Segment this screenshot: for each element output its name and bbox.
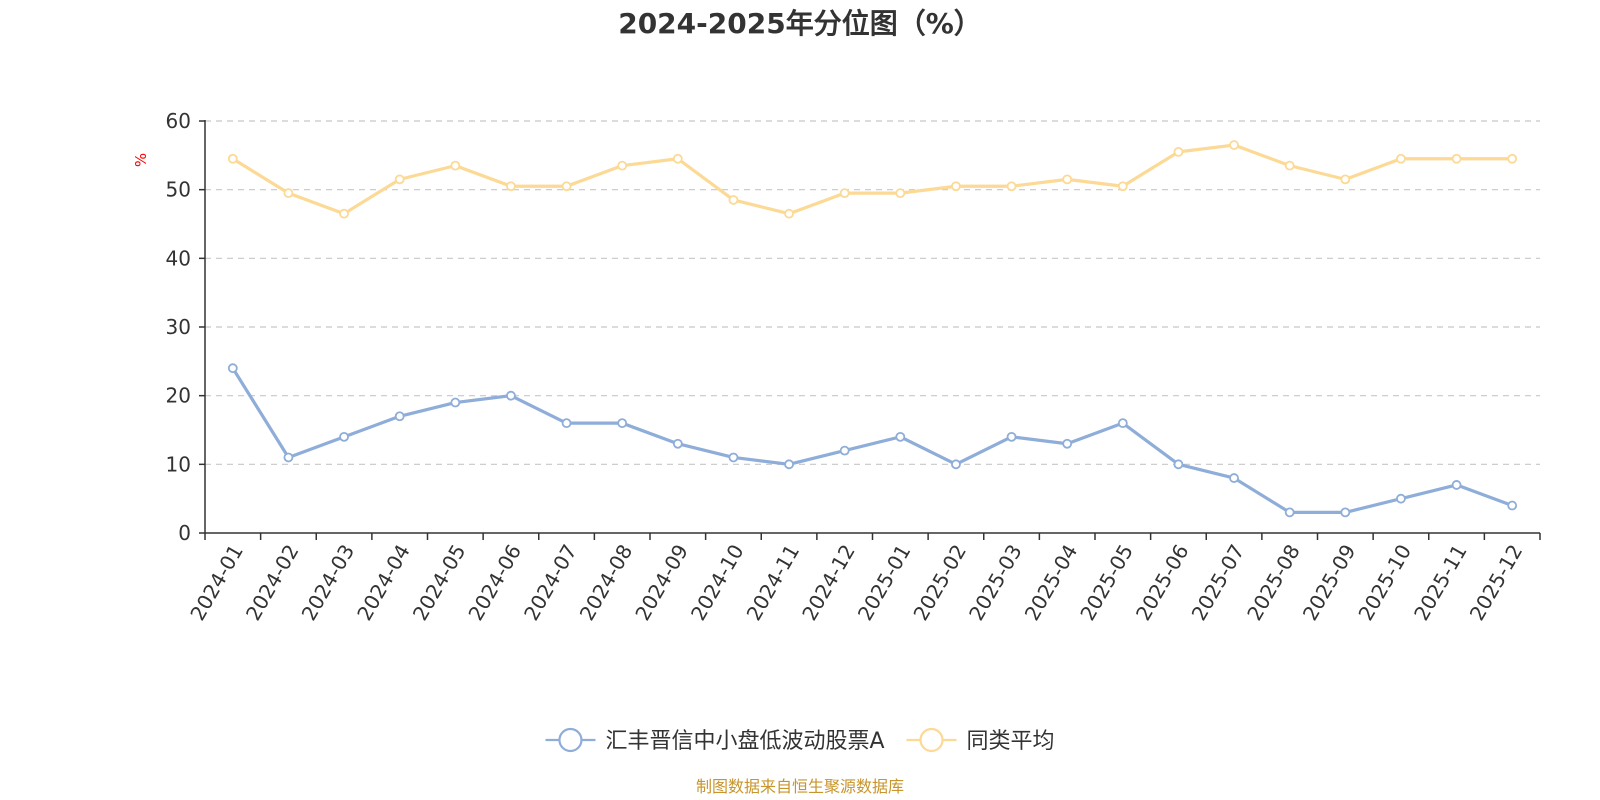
grid-lines [205, 120, 1540, 465]
x-tick-label: 2024-01 [185, 540, 248, 624]
x-tick-label: 2024-10 [686, 540, 749, 624]
data-point[interactable] [1062, 174, 1073, 185]
data-point[interactable] [1507, 500, 1518, 511]
data-point[interactable] [506, 390, 516, 401]
data-point[interactable] [1062, 438, 1073, 449]
data-point[interactable] [1340, 507, 1351, 518]
data-point[interactable] [672, 438, 683, 449]
x-tick-label: 2025-06 [1131, 540, 1194, 624]
series-line [231, 366, 1514, 515]
data-point[interactable] [617, 418, 628, 429]
data-point[interactable] [617, 160, 628, 171]
x-tick-label: 2025-07 [1187, 540, 1250, 624]
x-tick-label: 2025-01 [853, 540, 916, 624]
legend-item[interactable]: 同类平均 [906, 727, 1055, 754]
x-tick-labels: 2024-012024-022024-032024-042024-052024-… [185, 540, 1527, 624]
y-tick-label: 10 [166, 452, 191, 476]
data-point[interactable] [1340, 174, 1351, 185]
series-lines [227, 140, 1518, 518]
x-tick-label: 2025-11 [1409, 540, 1472, 624]
data-point[interactable] [1229, 473, 1239, 483]
x-tick-label: 2024-02 [241, 540, 304, 624]
data-point[interactable] [506, 181, 516, 192]
x-tick-label: 2025-05 [1075, 540, 1138, 624]
legend[interactable]: 汇丰晋信中小盘低波动股票A 同类平均 [545, 727, 1055, 754]
legend-circle-icon [558, 727, 583, 753]
x-tick-label: 2024-08 [575, 540, 638, 624]
data-point[interactable] [1507, 153, 1518, 164]
data-point[interactable] [1396, 153, 1406, 164]
data-point[interactable] [283, 188, 294, 199]
y-tick-labels: 0 10 20 30 40 50 60 [166, 109, 191, 545]
x-tick-label: 2025-09 [1298, 540, 1361, 624]
legend-item[interactable]: 汇丰晋信中小盘低波动股票A [545, 727, 885, 754]
data-point[interactable] [394, 174, 405, 185]
data-point[interactable] [1006, 431, 1017, 442]
y-axis-unit-label: % [132, 153, 150, 167]
data-source-note: 制图数据来自恒生聚源数据库 [696, 777, 904, 796]
data-point[interactable] [1173, 459, 1184, 470]
x-tick-label: 2025-10 [1353, 540, 1416, 624]
series-line [231, 143, 1514, 216]
data-point[interactable] [283, 452, 294, 463]
x-tick-label: 2025-03 [964, 540, 1027, 624]
data-point[interactable] [1229, 140, 1239, 150]
x-tick-label: 2024-05 [408, 540, 471, 624]
data-point[interactable] [728, 452, 739, 463]
data-point[interactable] [339, 208, 349, 219]
data-point[interactable] [227, 153, 238, 164]
data-point[interactable] [895, 431, 906, 442]
x-tick-label: 2024-06 [463, 540, 526, 624]
data-point[interactable] [1284, 160, 1295, 171]
data-point[interactable] [450, 160, 461, 171]
data-point[interactable] [561, 418, 572, 429]
data-point[interactable] [839, 188, 850, 199]
chart-title: 2024-2025年分位图（%） [618, 7, 982, 40]
x-tick-label: 2024-03 [297, 540, 360, 624]
data-point[interactable] [951, 459, 961, 470]
legend-label: 汇丰晋信中小盘低波动股票A [605, 729, 884, 754]
y-tick-label: 0 [178, 521, 191, 545]
y-tick-label: 60 [166, 109, 191, 133]
data-point[interactable] [1396, 493, 1406, 504]
data-point[interactable] [450, 397, 461, 408]
legend-label: 同类平均 [967, 729, 1055, 754]
data-point[interactable] [784, 208, 794, 219]
x-tick-label: 2024-07 [519, 540, 582, 624]
data-point[interactable] [895, 188, 906, 199]
data-point[interactable] [1117, 181, 1128, 192]
x-tick-label: 2025-04 [1020, 540, 1083, 624]
data-point[interactable] [1173, 146, 1184, 157]
data-point[interactable] [227, 363, 238, 374]
y-tick-label: 30 [166, 315, 191, 339]
data-point[interactable] [339, 431, 349, 442]
x-tick-label: 2024-12 [797, 540, 860, 624]
data-point[interactable] [839, 445, 850, 456]
x-tick-label: 2024-11 [742, 540, 805, 624]
data-point[interactable] [1451, 153, 1462, 164]
data-point[interactable] [1006, 181, 1017, 192]
x-tick-label: 2025-02 [908, 540, 971, 624]
data-point[interactable] [394, 411, 405, 422]
x-tick-label: 2024-09 [630, 540, 693, 624]
x-tick-label: 2025-08 [1242, 540, 1305, 624]
data-point[interactable] [784, 459, 794, 470]
data-point[interactable] [672, 153, 683, 164]
data-point[interactable] [1284, 507, 1295, 518]
y-tick-label: 20 [166, 384, 191, 408]
y-tick-label: 50 [166, 178, 191, 202]
data-point[interactable] [1117, 418, 1128, 429]
x-tick-label: 2025-12 [1465, 540, 1528, 624]
data-point[interactable] [728, 195, 739, 205]
x-tick-label: 2024-04 [352, 540, 415, 624]
axes [199, 120, 1541, 540]
data-point[interactable] [561, 181, 572, 192]
data-point[interactable] [951, 181, 961, 192]
legend-circle-icon [919, 727, 944, 753]
y-tick-label: 40 [166, 246, 191, 270]
data-point[interactable] [1451, 480, 1462, 490]
